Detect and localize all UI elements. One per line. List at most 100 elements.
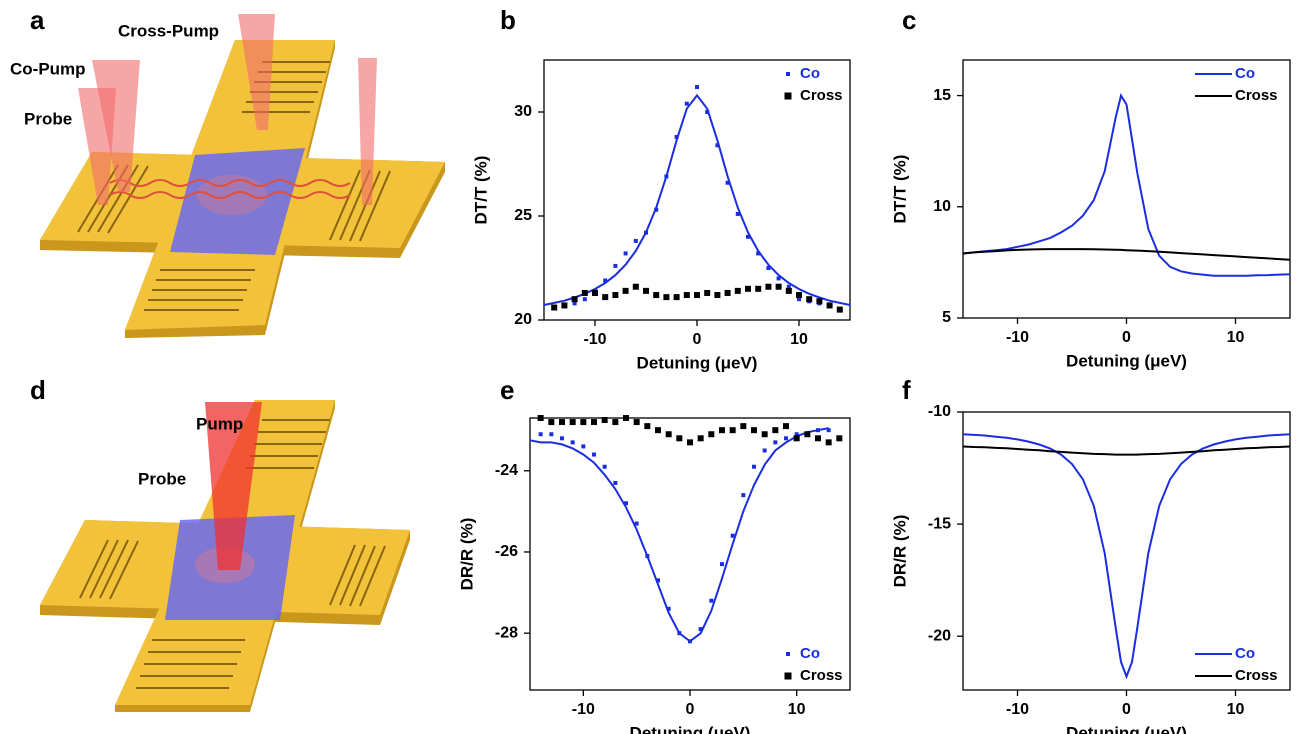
y-tick-label: -20 bbox=[928, 627, 951, 644]
data-point bbox=[783, 423, 789, 430]
data-point bbox=[775, 283, 782, 290]
data-point bbox=[622, 287, 629, 294]
data-point bbox=[688, 639, 692, 644]
data-point bbox=[730, 533, 735, 538]
data-point bbox=[624, 501, 628, 506]
data-point bbox=[592, 452, 596, 457]
data-point bbox=[825, 439, 832, 446]
legend-swatch bbox=[784, 92, 792, 100]
data-point bbox=[592, 289, 598, 296]
panel-letter: f bbox=[902, 375, 911, 405]
x-tick-label: 10 bbox=[790, 331, 808, 348]
fit-line bbox=[529, 427, 829, 643]
y-axis-label: DT/T (%) bbox=[890, 155, 909, 224]
y-tick-label: -15 bbox=[928, 515, 951, 532]
data-point bbox=[571, 296, 578, 303]
legend-swatch bbox=[786, 72, 790, 76]
y-tick-label: -24 bbox=[495, 462, 518, 479]
data-point bbox=[725, 180, 730, 185]
data-point bbox=[572, 301, 577, 306]
data-point bbox=[694, 292, 700, 299]
data-point bbox=[806, 296, 813, 303]
x-tick-label: -10 bbox=[1006, 329, 1029, 346]
data-point bbox=[826, 302, 833, 309]
beam bbox=[238, 14, 275, 130]
data-point bbox=[581, 289, 588, 296]
beam-label: Probe bbox=[138, 469, 186, 488]
legend-label: Co bbox=[1235, 65, 1255, 82]
data-point bbox=[653, 292, 660, 299]
data-point bbox=[570, 440, 575, 445]
legend-label: Cross bbox=[800, 87, 843, 104]
data-point bbox=[715, 143, 720, 148]
x-tick-label: 0 bbox=[686, 701, 695, 718]
data-point bbox=[676, 435, 683, 442]
data-point bbox=[582, 297, 587, 302]
data-point bbox=[786, 284, 791, 289]
data-point bbox=[684, 101, 689, 106]
y-tick-label: 5 bbox=[942, 309, 951, 326]
data-point bbox=[804, 431, 811, 438]
legend-label: Co bbox=[800, 65, 820, 82]
x-axis-label: Detuning (μeV) bbox=[1066, 723, 1187, 734]
data-point bbox=[797, 297, 801, 302]
data-point bbox=[734, 287, 741, 294]
data-point bbox=[623, 415, 629, 421]
data-point bbox=[720, 562, 724, 567]
data-point bbox=[687, 439, 693, 446]
x-axis-label: Detuning (μeV) bbox=[630, 723, 751, 734]
y-tick-label: 20 bbox=[514, 311, 532, 328]
data-point bbox=[673, 294, 680, 301]
data-point bbox=[785, 287, 792, 294]
legend-label: Cross bbox=[800, 667, 843, 684]
data-point bbox=[551, 304, 558, 311]
data-point bbox=[559, 419, 565, 426]
data-point bbox=[719, 427, 725, 434]
data-point bbox=[836, 306, 843, 313]
data-point bbox=[663, 294, 670, 301]
data-point bbox=[746, 234, 750, 239]
legend-swatch bbox=[786, 652, 790, 656]
data-point bbox=[796, 292, 802, 299]
y-axis-label: DR/R (%) bbox=[457, 518, 476, 591]
x-tick-label: -10 bbox=[583, 331, 606, 348]
x-tick-label: 10 bbox=[788, 701, 806, 718]
y-axis-label: DR/R (%) bbox=[890, 515, 909, 588]
data-point bbox=[816, 298, 823, 305]
line bbox=[962, 445, 1291, 456]
chart: c -10 0 10 5 10 15 Detuning (μeV) DT/T (%) Co Cros… bbox=[890, 5, 1291, 370]
data-point bbox=[633, 419, 640, 426]
data-point bbox=[826, 428, 831, 433]
data-point bbox=[761, 431, 768, 438]
data-point bbox=[538, 432, 543, 437]
data-point bbox=[612, 419, 619, 426]
beam-label: Co-Pump bbox=[10, 59, 86, 78]
data-point bbox=[724, 289, 731, 296]
data-point bbox=[705, 110, 710, 114]
x-axis-label: Detuning (μeV) bbox=[637, 353, 758, 372]
x-tick-label: 10 bbox=[1227, 329, 1245, 346]
legend-label: Cross bbox=[1235, 87, 1278, 104]
data-point bbox=[698, 627, 703, 632]
waves bbox=[109, 179, 351, 199]
data-point bbox=[714, 292, 721, 299]
data-point bbox=[776, 276, 781, 281]
data-point bbox=[704, 289, 711, 296]
x-tick-label: 0 bbox=[1122, 701, 1131, 718]
data-point bbox=[549, 432, 554, 437]
data-point bbox=[601, 417, 608, 424]
data-point bbox=[560, 436, 564, 441]
data-point bbox=[762, 448, 767, 453]
device-illustration-a: a Cross-Pump Co-Pump Probe bbox=[10, 5, 445, 338]
data-point bbox=[752, 464, 756, 469]
line bbox=[962, 93, 1291, 277]
data-point bbox=[709, 598, 714, 603]
y-tick-label: 10 bbox=[933, 198, 951, 215]
fit-line bbox=[543, 93, 851, 306]
x-axis-label: Detuning (μeV) bbox=[1066, 351, 1187, 370]
data-point bbox=[793, 435, 800, 442]
x-tick-label: 0 bbox=[693, 331, 702, 348]
data-point bbox=[656, 578, 660, 583]
data-point bbox=[816, 428, 820, 433]
